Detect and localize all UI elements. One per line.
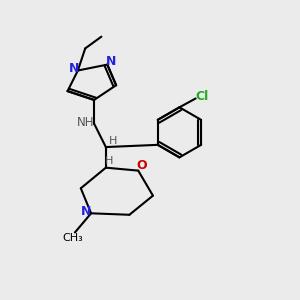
Text: O: O — [137, 159, 147, 172]
Text: N: N — [81, 205, 91, 218]
Text: N: N — [106, 55, 116, 68]
Text: Cl: Cl — [196, 90, 209, 103]
Text: H: H — [109, 136, 117, 146]
Text: NH: NH — [76, 116, 94, 128]
Text: H: H — [105, 156, 113, 166]
Text: N: N — [69, 61, 79, 75]
Text: CH₃: CH₃ — [62, 233, 83, 243]
